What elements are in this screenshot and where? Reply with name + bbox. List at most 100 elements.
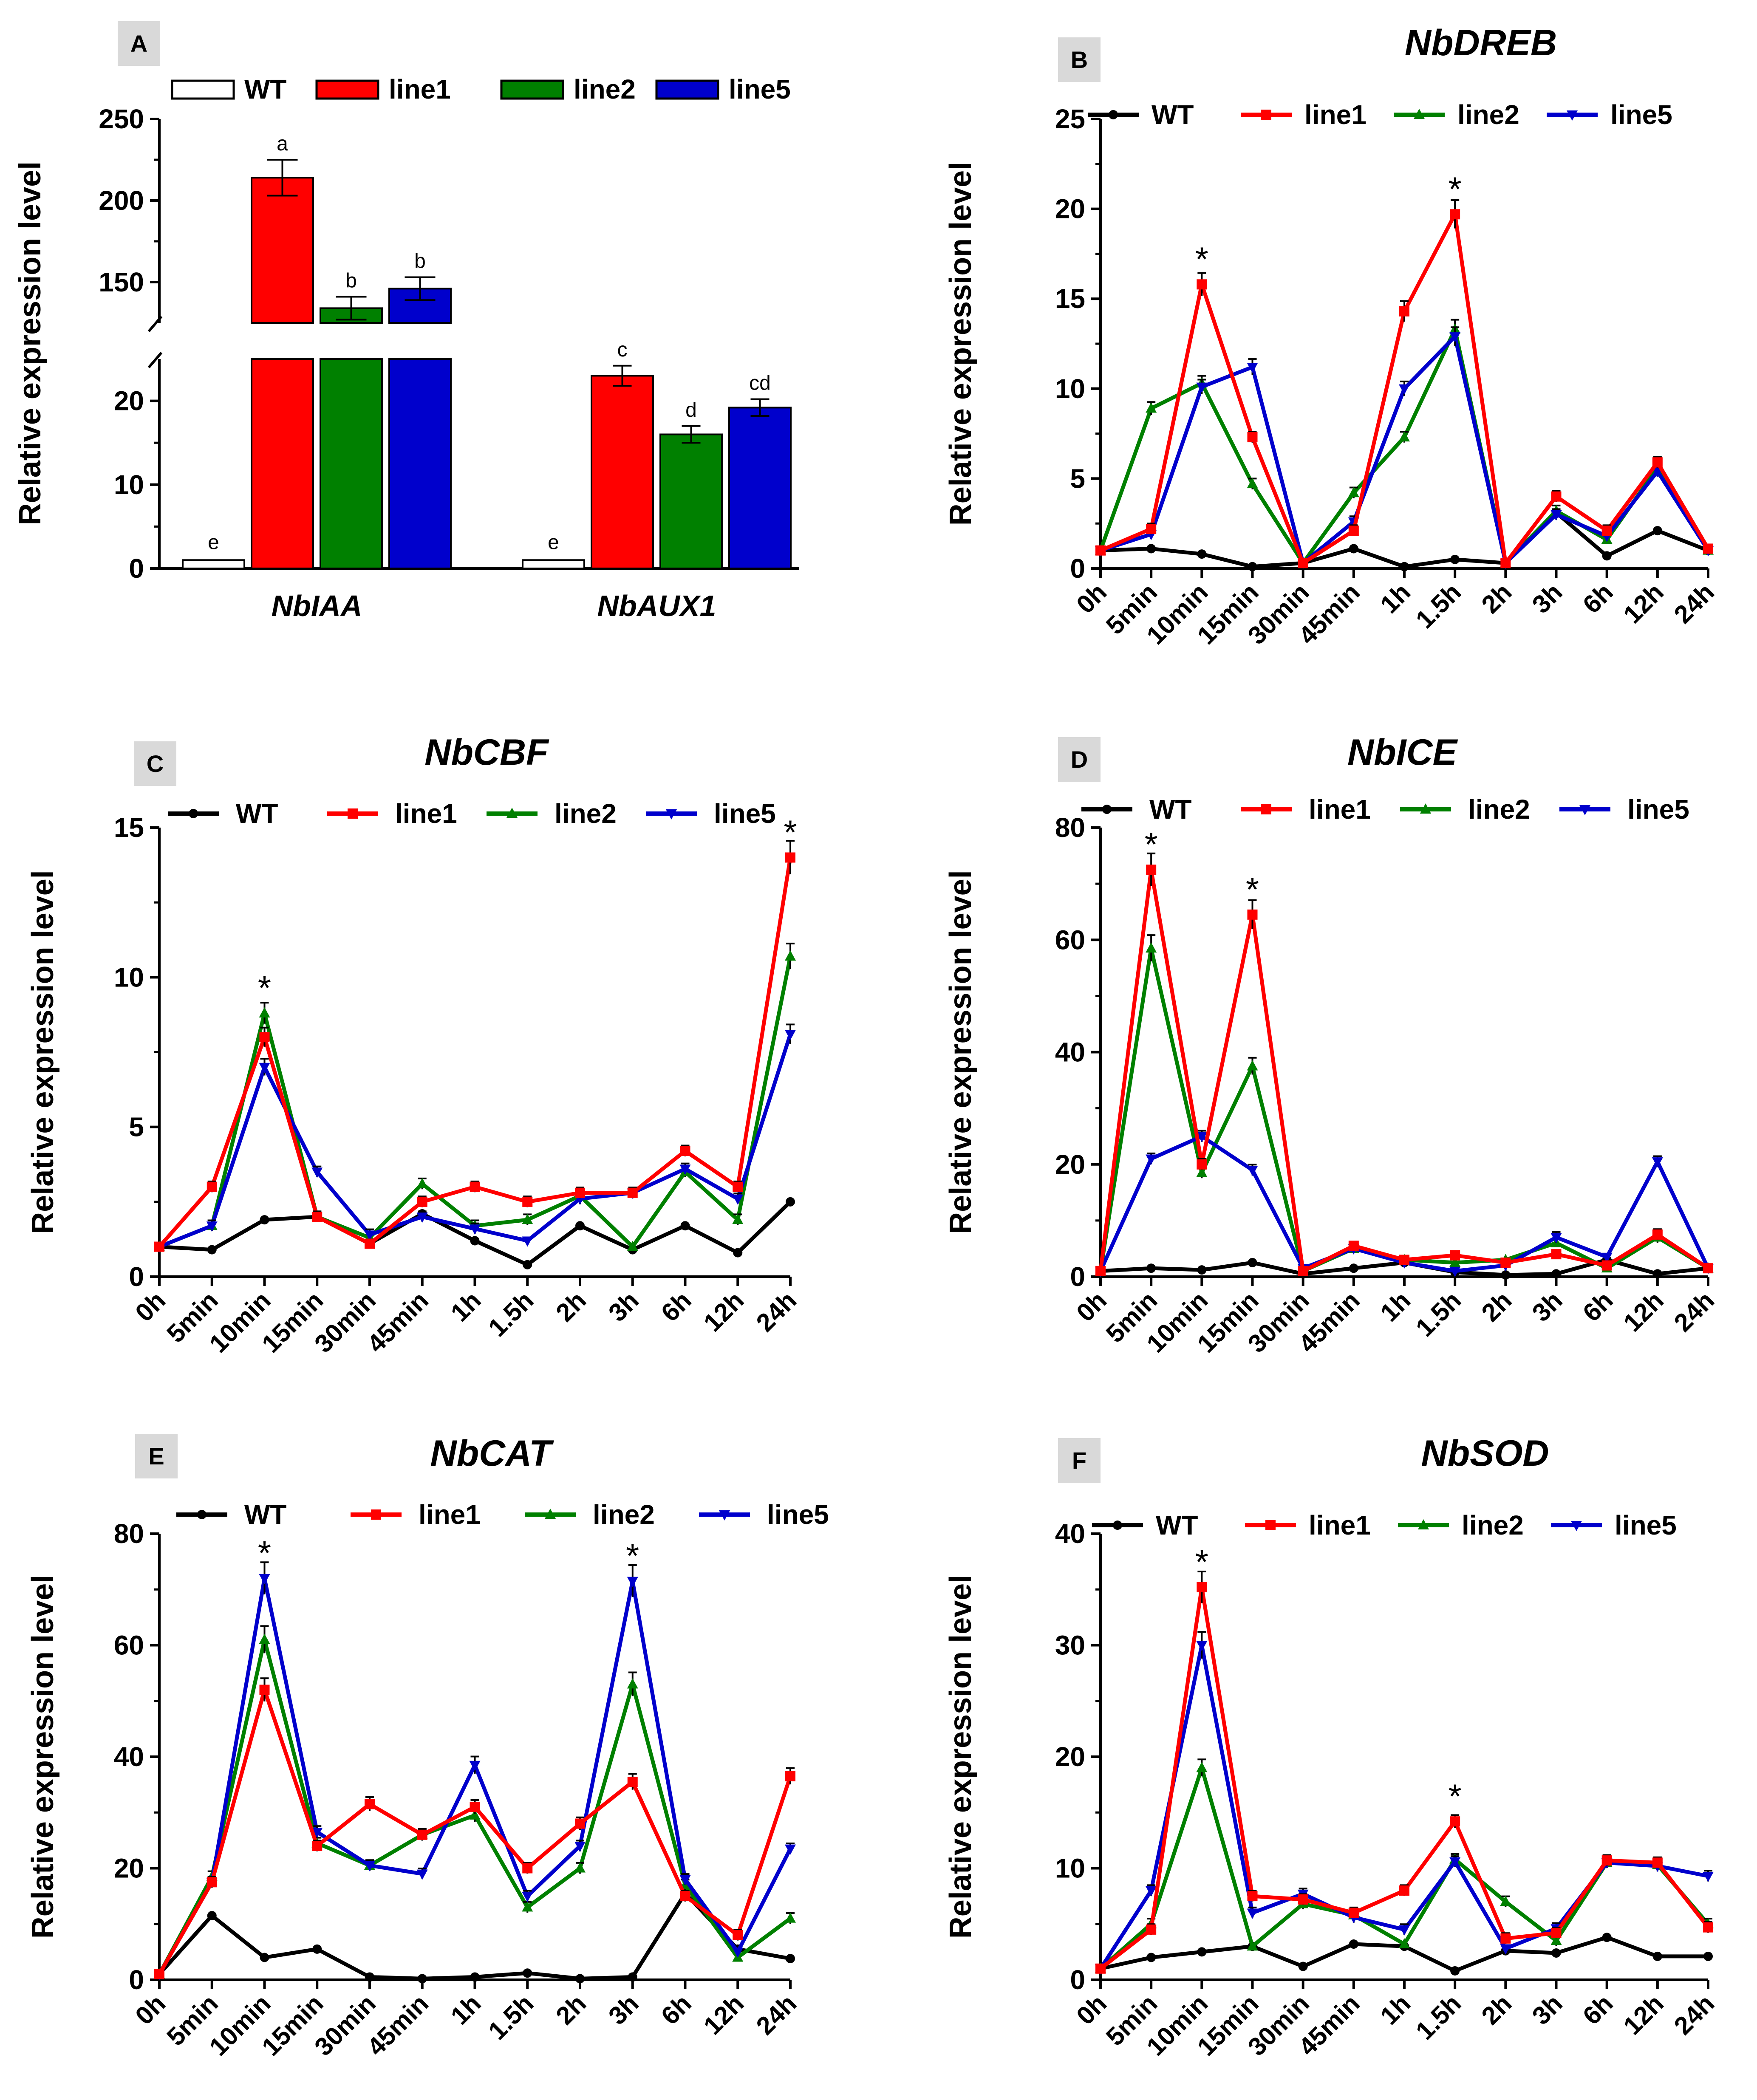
panel-label-B: B (1058, 37, 1101, 82)
marker-line2 (506, 808, 518, 818)
series-line-line1 (1098, 868, 1709, 1273)
x-tick-label: 45min (362, 1989, 434, 2061)
significance-star: * (1449, 170, 1462, 208)
panel-label-text: B (1071, 46, 1088, 73)
series-line-line1 (1099, 1585, 1710, 1970)
x-tick-label: 24h (1669, 578, 1720, 629)
marker-line5 (679, 1875, 691, 1885)
marker-line5 (1500, 1944, 1511, 1955)
x-tick-label: 1.5h (1410, 578, 1466, 634)
marker-line5 (416, 1869, 428, 1880)
marker-line2 (627, 1678, 638, 1689)
marker-line2 (1247, 1060, 1258, 1071)
marker-line5 (679, 1164, 691, 1175)
marker-line5 (311, 1828, 323, 1838)
marker-line1 (1261, 110, 1271, 120)
legend-label-line5: line5 (714, 798, 776, 829)
marker-line5 (627, 1577, 638, 1587)
y-axis-label: Relative expression level (13, 161, 47, 525)
marker-line1 (1146, 523, 1157, 534)
marker-line2 (1414, 109, 1425, 119)
y-tick-label: 15 (114, 812, 144, 843)
panel-label-box (118, 21, 160, 66)
x-tick-label: 1.5h (483, 1286, 539, 1342)
marker-wt (207, 1245, 217, 1255)
marker-wt (786, 1197, 795, 1207)
marker-line5 (1146, 1886, 1157, 1897)
marker-line1 (1197, 279, 1207, 290)
marker-line5 (785, 1030, 796, 1040)
significance-star: * (1195, 240, 1208, 278)
marker-line5 (1399, 384, 1410, 395)
bar-WT (522, 559, 585, 570)
marker-line5 (522, 1236, 533, 1247)
marker-wt (523, 1260, 532, 1269)
marker-wt (365, 1972, 374, 1982)
marker-line2 (785, 950, 796, 961)
marker-line2 (1399, 431, 1410, 442)
y-tick-label: 5 (1070, 463, 1085, 494)
marker-line1 (1399, 306, 1409, 317)
panel-label-E: E (135, 1434, 178, 1478)
marker-line1 (1095, 545, 1106, 556)
marker-line1 (1095, 1963, 1106, 1974)
panel-label-text: D (1071, 746, 1088, 773)
y-axis-label: Relative expression level (944, 162, 978, 526)
legend-label-line1: line1 (395, 798, 457, 829)
x-tick-label: 1.5h (1410, 1989, 1466, 2045)
panel-label-D: D (1058, 737, 1101, 782)
significance-letter: a (277, 133, 288, 155)
marker-line1 (1652, 1229, 1663, 1240)
marker-line5 (206, 1221, 218, 1232)
marker-line1 (1298, 1894, 1308, 1905)
marker-line1 (1601, 526, 1612, 536)
x-tick-label: 1.5h (483, 1989, 539, 2045)
legend: WT line1 line2 line5 (1081, 794, 1689, 825)
marker-line1 (1247, 909, 1258, 920)
axis-break-mark (147, 316, 163, 332)
marker-line1 (312, 1841, 323, 1851)
marker-wt (680, 1221, 690, 1231)
marker-line5 (732, 1947, 744, 1958)
marker-line1 (1146, 1924, 1157, 1935)
marker-line1 (154, 1241, 164, 1252)
marker-line5 (719, 1510, 730, 1521)
panel-label-box (1058, 1438, 1101, 1483)
marker-wt (1551, 1269, 1561, 1279)
legend-label-line5: line5 (767, 1499, 829, 1530)
marker-line1 (1450, 209, 1460, 220)
category-label: NbAUX1 (597, 589, 716, 622)
chart-panel-A: WT line1 line2 line5 150 200 250 0 10 20 Relative … (13, 74, 799, 622)
y-tick-label: 60 (114, 1630, 144, 1661)
marker-line2 (522, 1901, 533, 1912)
marker-line1 (470, 1802, 480, 1812)
x-tick-label: 1h (1375, 1286, 1416, 1327)
marker-wt (1703, 1951, 1713, 1961)
marker-line1 (1348, 526, 1359, 536)
marker-wt (189, 809, 198, 818)
chart-title: NbICE (1347, 732, 1458, 773)
bar-line5 (728, 407, 792, 569)
y-tick-label: 0 (129, 553, 144, 584)
series-line-line5 (1098, 1134, 1710, 1273)
marker-line1 (154, 1969, 164, 1979)
series-line2 (154, 942, 796, 1251)
marker-line1 (1399, 1255, 1409, 1265)
marker-line1 (680, 1146, 690, 1156)
marker-line5 (259, 1574, 270, 1584)
marker-wt (1652, 526, 1662, 536)
marker-line5 (522, 1892, 533, 1902)
legend-label-line2: line2 (593, 1499, 655, 1530)
marker-line5 (469, 1224, 481, 1235)
marker-wt (1602, 1933, 1612, 1942)
x-tick-label: 12h (698, 1989, 749, 2040)
marker-line5 (416, 1213, 428, 1223)
marker-line5 (1579, 805, 1590, 815)
marker-line1 (1247, 1891, 1258, 1902)
marker-wt (1501, 1270, 1511, 1280)
marker-line1 (1500, 558, 1511, 568)
series-line-line5 (1100, 334, 1710, 565)
legend: WT line1 line2 line5 (1088, 99, 1672, 130)
marker-line1 (259, 1032, 270, 1043)
